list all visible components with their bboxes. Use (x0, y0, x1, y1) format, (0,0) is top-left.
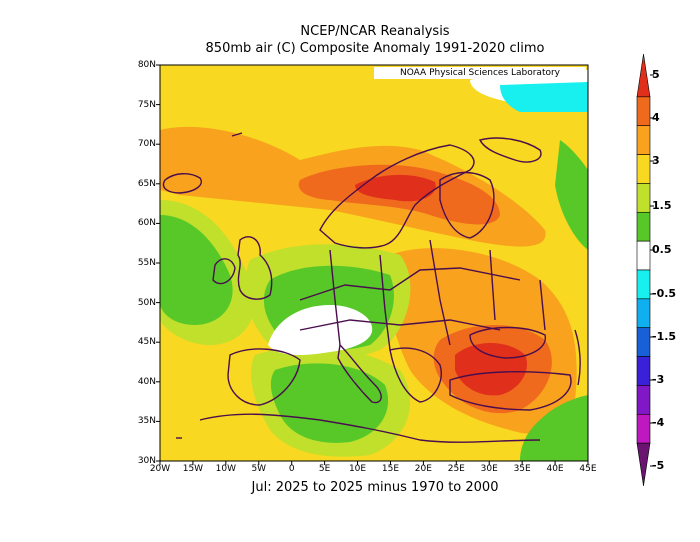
lon-label: 0 (288, 464, 295, 474)
lon-label: 10E (348, 464, 367, 474)
colorbar-swatch (636, 154, 651, 184)
coastlines (162, 132, 581, 443)
colorbar-label: 1.5 (652, 199, 672, 212)
axis-ticks (156, 64, 589, 465)
lat-label: 45N (137, 337, 156, 348)
lat-label: 80N (137, 60, 156, 70)
lat-label: 75N (137, 99, 156, 110)
colorbar (636, 53, 654, 487)
colorbar-swatch (636, 356, 651, 386)
lon-label: 15E (381, 464, 400, 474)
lon-label: 35E (513, 464, 531, 474)
lat-label: 35N (137, 416, 156, 427)
lon-label: 45E (579, 464, 597, 474)
lon-label: 15W (182, 464, 204, 474)
map-subtitle: 850mb air (C) Composite Anomaly 1991-202… (205, 41, 545, 56)
colorbar-swatch (636, 385, 651, 415)
colorbar-label: 0.5 (652, 243, 672, 256)
colorbar-label: -5 (652, 459, 665, 472)
colorbar-swatch (636, 53, 651, 98)
colorbar-swatch (636, 269, 651, 300)
lat-label: 55N (137, 258, 156, 268)
colorbar-swatch (636, 240, 651, 271)
colorbar-swatch (636, 96, 651, 127)
lat-label: 50N (137, 297, 156, 308)
colorbar-swatch (636, 327, 651, 357)
anomaly-field (160, 65, 588, 461)
lon-label: 40E (546, 464, 564, 474)
lat-label: 30N (137, 456, 156, 466)
period-label: Jul: 2025 to 2025 minus 1970 to 2000 (251, 480, 499, 495)
colorbar-label: 3 (652, 154, 660, 167)
lon-label: 10W (215, 464, 237, 474)
colorbar-swatch (636, 298, 651, 329)
colorbar-label: 5 (652, 68, 660, 81)
colorbar-label: -3 (652, 373, 665, 386)
lon-label: 5E (318, 464, 331, 474)
colorbar-swatch (636, 211, 651, 242)
lon-label: 25E (447, 464, 465, 474)
lat-label: 65N (137, 178, 156, 189)
lon-label: 5W (251, 464, 267, 474)
colorbar-label: -4 (652, 416, 665, 429)
colorbar-swatch (636, 442, 651, 487)
colorbar-swatch (636, 183, 651, 213)
lon-label: 20E (414, 464, 432, 474)
colorbar-label: -0.5 (652, 287, 677, 300)
credit-label: NOAA Physical Sciences Laboratory (374, 67, 586, 79)
colorbar-label: 4 (652, 111, 660, 124)
map-title: NCEP/NCAR Reanalysis (300, 24, 450, 39)
lon-label: 30E (480, 464, 498, 474)
lat-label: 60N (137, 218, 156, 229)
lat-label: 70N (137, 139, 156, 150)
lat-label: 40N (137, 376, 156, 387)
colorbar-label: -1.5 (652, 330, 677, 343)
colorbar-swatch (636, 125, 651, 155)
lon-label: 20W (149, 464, 171, 474)
colorbar-swatch (636, 413, 651, 444)
